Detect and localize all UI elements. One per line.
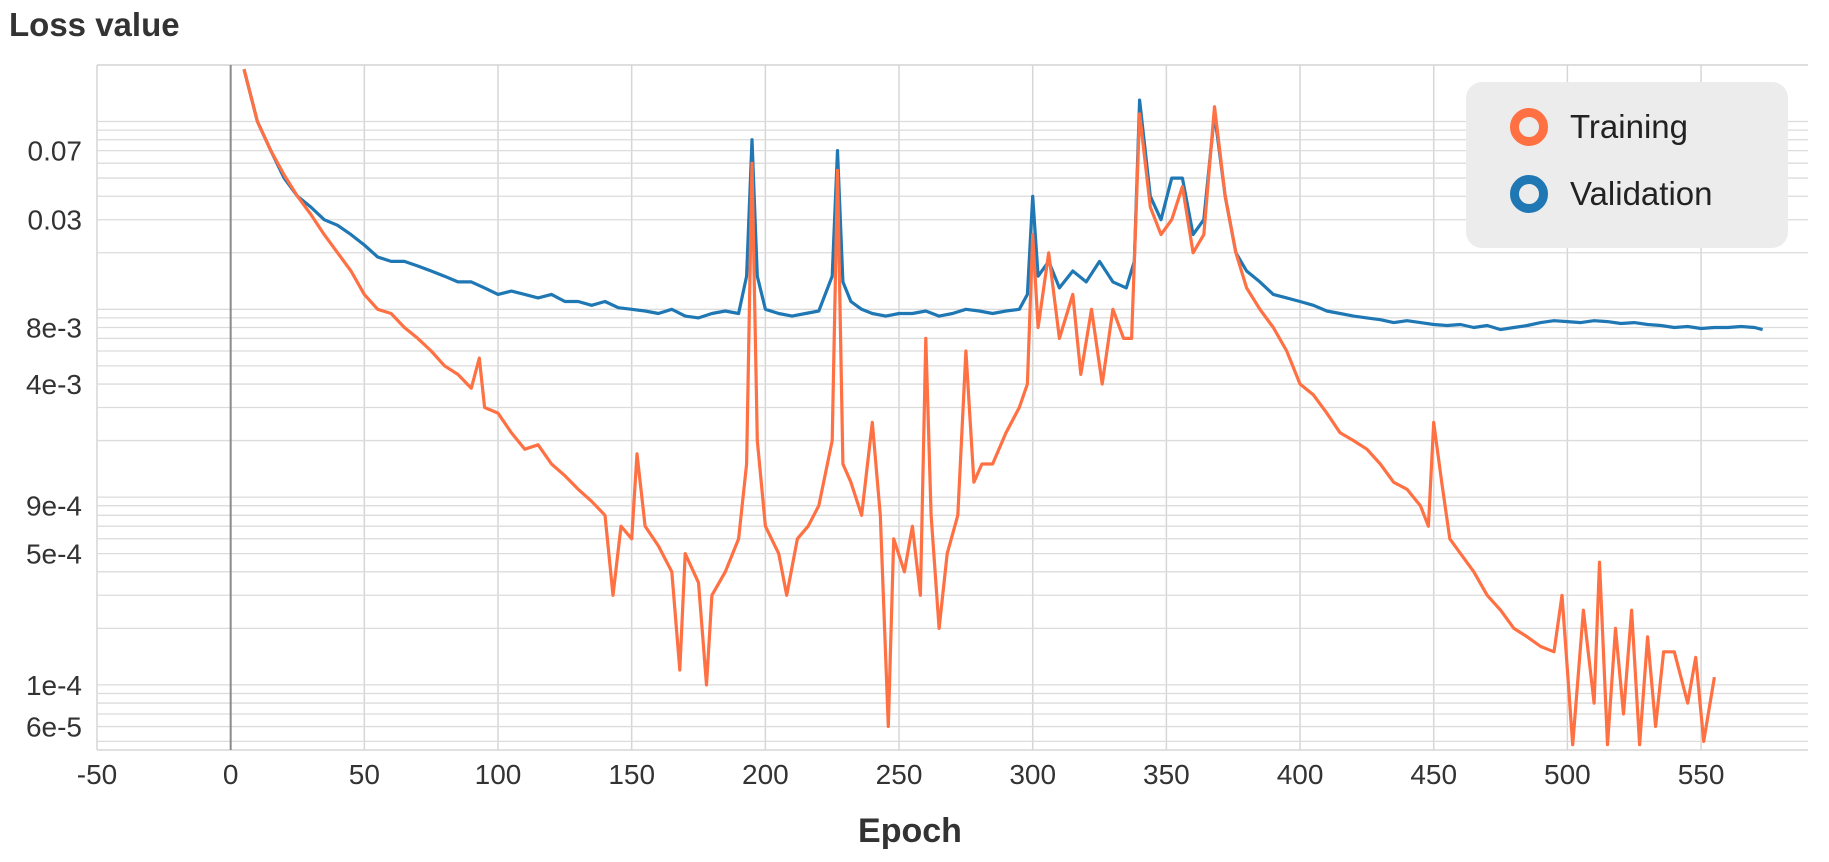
- x-tick-label: 50: [349, 759, 380, 790]
- training-swatch-icon: [1510, 108, 1548, 146]
- x-tick-label: 250: [876, 759, 923, 790]
- x-tick-label: 450: [1410, 759, 1457, 790]
- y-axis-title: Loss value: [9, 6, 180, 43]
- y-tick-label: 8e-3: [26, 313, 82, 344]
- legend-item-validation[interactable]: Validation: [1510, 164, 1713, 224]
- x-tick-label: 150: [608, 759, 655, 790]
- y-tick-labels: 0.07 0.03 8e-3 4e-3 9e-4 5e-4 1e-4 6e-5: [26, 136, 82, 743]
- x-axis-title: Epoch: [858, 812, 962, 850]
- legend-item-training[interactable]: Training: [1510, 97, 1688, 157]
- y-tick-label: 1e-4: [26, 670, 82, 701]
- y-tick-label: 4e-3: [26, 369, 82, 400]
- series-line-training: [242, 68, 1716, 747]
- legend-label-training: Training: [1570, 108, 1688, 145]
- validation-swatch-icon: [1510, 175, 1548, 213]
- y-tick-label: 6e-5: [26, 712, 82, 743]
- x-tick-label: 350: [1143, 759, 1190, 790]
- x-tick-label: 400: [1277, 759, 1324, 790]
- y-tick-label: 9e-4: [26, 491, 82, 522]
- y-tick-label: 0.07: [28, 136, 83, 167]
- series-line-validation: [242, 68, 1764, 332]
- x-tick-labels: -50 0 50 100 150 200 250 300 350 400 450 500 550: [77, 759, 1725, 790]
- legend: Training Validation: [1466, 82, 1788, 248]
- x-tick-label: -50: [77, 759, 117, 790]
- x-tick-label: 500: [1544, 759, 1591, 790]
- x-tick-label: 300: [1009, 759, 1056, 790]
- x-tick-label: 100: [475, 759, 522, 790]
- x-tick-label: 550: [1678, 759, 1725, 790]
- x-tick-label: 0: [223, 759, 239, 790]
- series-layer: [242, 68, 1764, 747]
- x-tick-label: 200: [742, 759, 789, 790]
- legend-label-validation: Validation: [1570, 175, 1713, 212]
- y-tick-label: 5e-4: [26, 539, 82, 570]
- y-tick-label: 0.03: [28, 205, 83, 236]
